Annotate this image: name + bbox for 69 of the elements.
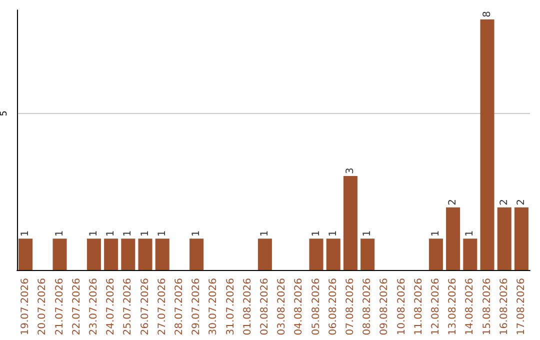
data-label: 2 bbox=[498, 198, 510, 206]
bar bbox=[463, 238, 478, 270]
x-tick-label: 14.08.2026 bbox=[464, 278, 476, 336]
data-label: 1 bbox=[88, 230, 100, 237]
data-label: 1 bbox=[430, 230, 442, 237]
x-tick-label: 28.07.2026 bbox=[174, 278, 185, 336]
x-tick-label: 22.07.2026 bbox=[71, 278, 82, 336]
x-tick-label: 16.08.2026 bbox=[498, 278, 510, 336]
x-tick-label: 13.08.2026 bbox=[448, 278, 459, 336]
x-tick-label: 29.07.2026 bbox=[191, 278, 202, 336]
bar bbox=[138, 238, 152, 270]
bar bbox=[18, 238, 33, 270]
data-label: 1 bbox=[54, 230, 66, 237]
x-tick-label: 25.07.2026 bbox=[122, 278, 134, 336]
x-tick-label: 07.08.2026 bbox=[344, 278, 356, 336]
bar bbox=[86, 238, 101, 270]
data-label: 8 bbox=[482, 11, 493, 18]
data-label: 2 bbox=[448, 198, 459, 206]
x-tick-label: 03.08.2026 bbox=[276, 278, 288, 336]
x-tick-label: 24.07.2026 bbox=[106, 278, 117, 336]
x-tick-label: 26.07.2026 bbox=[140, 278, 151, 336]
bar bbox=[258, 238, 272, 270]
x-tick-label: 09.08.2026 bbox=[379, 278, 390, 336]
x-tick-label: 04.08.2026 bbox=[294, 278, 305, 336]
x-tick-label: 21.07.2026 bbox=[54, 278, 66, 336]
data-label: 1 bbox=[362, 230, 374, 237]
bar bbox=[428, 238, 443, 270]
bar bbox=[190, 238, 204, 270]
bar bbox=[343, 176, 358, 270]
x-tick-label: 05.08.2026 bbox=[310, 278, 322, 336]
bar bbox=[514, 207, 528, 270]
data-label: 1 bbox=[140, 230, 151, 237]
bar bbox=[497, 207, 512, 270]
data-label: 1 bbox=[106, 230, 117, 237]
x-tick-label: 08.08.2026 bbox=[362, 278, 374, 336]
data-label: 1 bbox=[328, 230, 339, 237]
data-label: 1 bbox=[464, 230, 476, 237]
data-label: 1 bbox=[310, 230, 322, 237]
bar bbox=[360, 238, 375, 270]
bar bbox=[326, 238, 340, 270]
x-tick-label: 27.07.2026 bbox=[156, 278, 168, 336]
data-label: 1 bbox=[122, 230, 134, 237]
bar bbox=[121, 238, 136, 270]
x-tick-label: 02.08.2026 bbox=[259, 278, 270, 336]
bar bbox=[446, 207, 460, 270]
bar bbox=[155, 238, 170, 270]
data-label: 1 bbox=[20, 230, 32, 237]
data-label: 1 bbox=[191, 230, 202, 237]
x-tick-label: 20.07.2026 bbox=[37, 278, 48, 336]
bar bbox=[309, 238, 324, 270]
x-tick-label: 17.08.2026 bbox=[516, 278, 527, 336]
x-tick-label: 12.08.2026 bbox=[430, 278, 442, 336]
data-label: 3 bbox=[344, 168, 356, 174]
x-tick-label: 11.08.2026 bbox=[413, 278, 424, 336]
x-tick-label: 06.08.2026 bbox=[328, 278, 339, 336]
data-label: 1 bbox=[259, 230, 270, 237]
x-tick-label: 10.08.2026 bbox=[396, 278, 408, 336]
x-tick-label: 31.07.2026 bbox=[225, 278, 236, 336]
x-tick-label: 15.08.2026 bbox=[482, 278, 493, 336]
x-tick-label: 01.08.2026 bbox=[242, 278, 254, 336]
bar bbox=[480, 19, 494, 270]
data-label: 1 bbox=[156, 230, 168, 237]
x-tick-label: 23.07.2026 bbox=[88, 278, 100, 336]
x-tick-label: 30.07.2026 bbox=[208, 278, 220, 336]
x-tick-label: 19.07.2026 bbox=[20, 278, 32, 336]
data-label: 2 bbox=[516, 198, 527, 206]
bar bbox=[52, 238, 67, 270]
y-tick-label: 5 bbox=[0, 110, 10, 116]
bar bbox=[104, 238, 118, 270]
